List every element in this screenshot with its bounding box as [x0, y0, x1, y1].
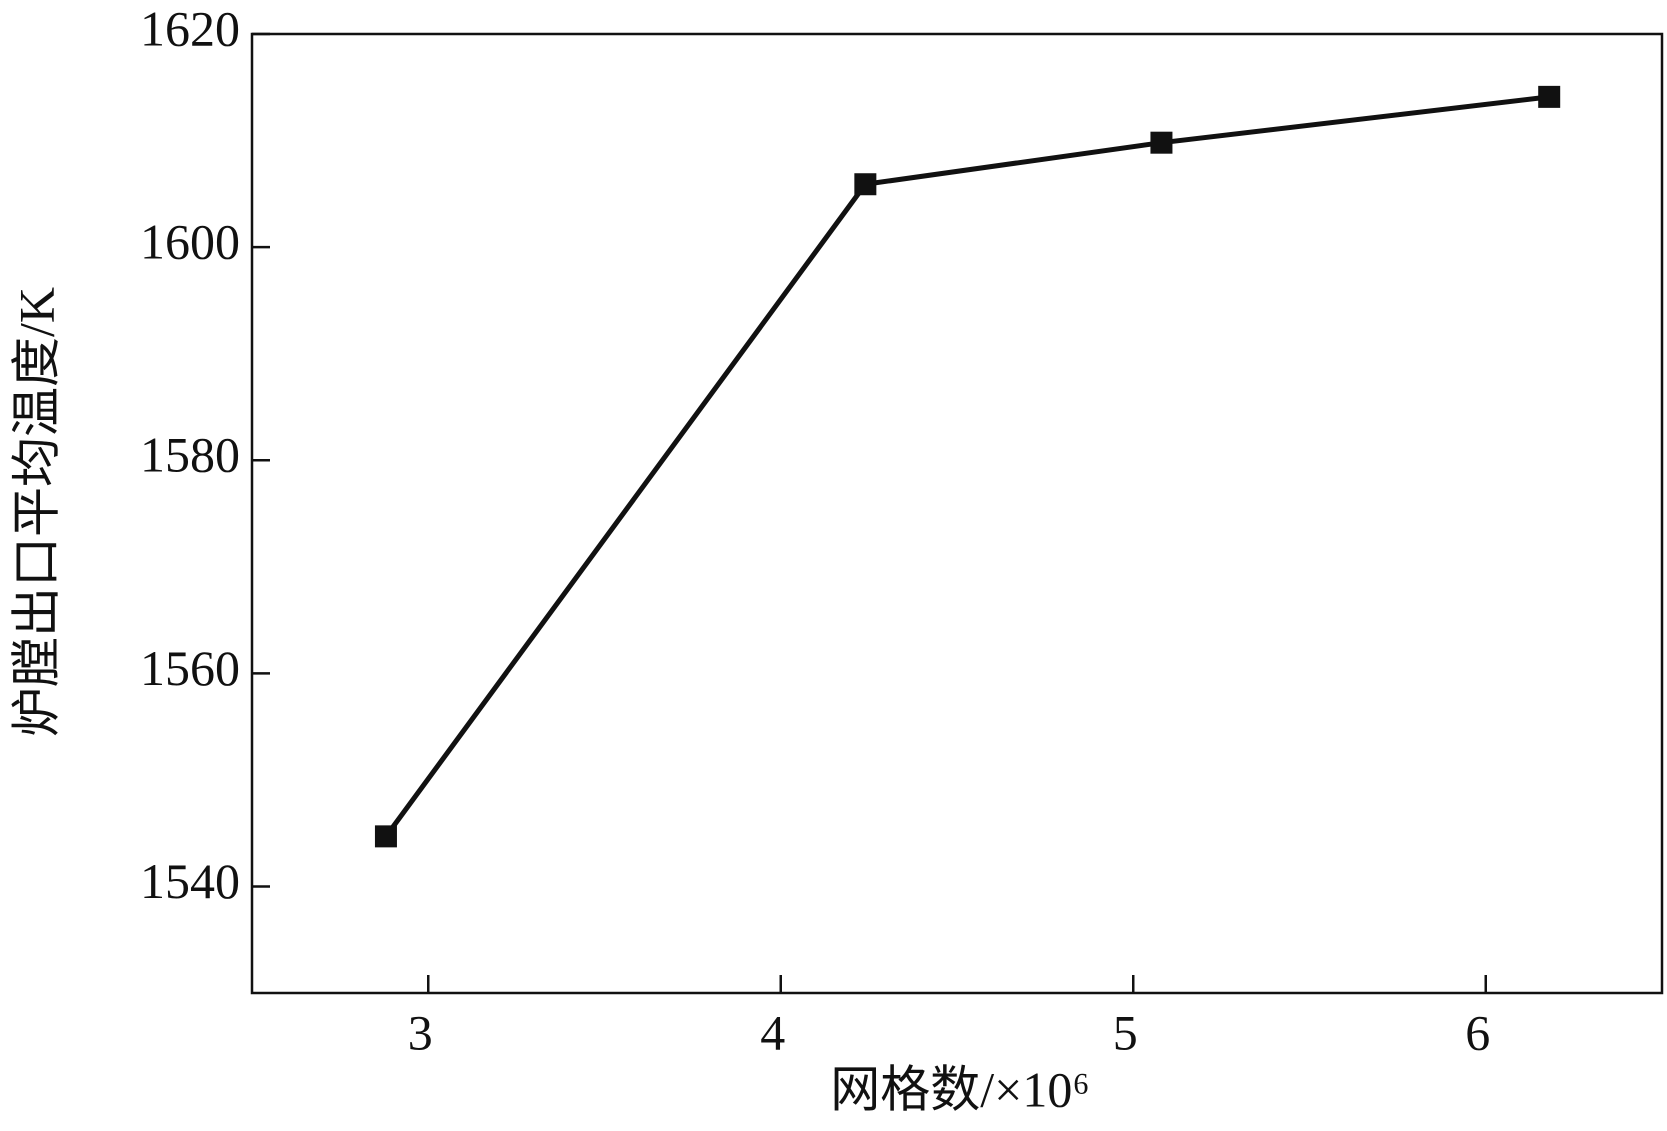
marker	[854, 173, 877, 196]
marker	[374, 825, 397, 848]
marker	[1538, 85, 1561, 108]
y-tick-label: 1620	[140, 0, 240, 56]
x-tick-label: 4	[760, 1004, 785, 1060]
data-line	[383, 94, 1550, 838]
y-tick-label: 1600	[140, 214, 240, 270]
y-tick-label: 1540	[140, 853, 240, 909]
plot-frame	[250, 32, 1664, 995]
marker	[1150, 131, 1173, 154]
y-axis-label: 炉膛出口平均温度/K	[8, 287, 64, 737]
y-tick-label: 1580	[140, 427, 240, 483]
y-tick-label: 1560	[140, 640, 240, 696]
x-tick-label: 6	[1465, 1004, 1490, 1060]
x-axis-label: 网格数/×10⁶	[830, 1061, 1090, 1117]
x-tick-label: 5	[1113, 1004, 1138, 1060]
x-tick-label: 3	[408, 1004, 433, 1060]
